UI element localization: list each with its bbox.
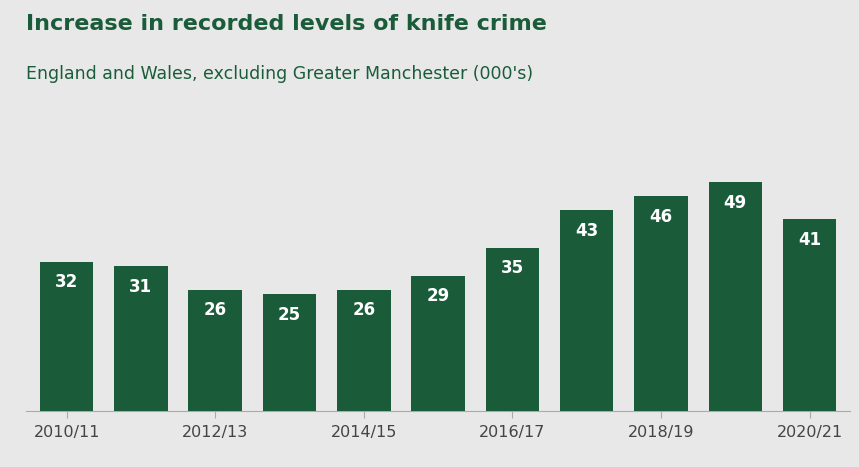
Text: 25: 25 bbox=[278, 306, 301, 324]
Bar bbox=[188, 290, 242, 411]
Text: 43: 43 bbox=[575, 222, 599, 240]
Text: 35: 35 bbox=[501, 259, 524, 277]
Text: 41: 41 bbox=[798, 231, 821, 249]
Bar bbox=[40, 262, 94, 411]
Bar bbox=[263, 294, 316, 411]
Bar bbox=[411, 276, 465, 411]
Text: 31: 31 bbox=[130, 278, 153, 296]
Text: 26: 26 bbox=[204, 301, 227, 319]
Text: England and Wales, excluding Greater Manchester (000's): England and Wales, excluding Greater Man… bbox=[26, 65, 533, 84]
Text: Increase in recorded levels of knife crime: Increase in recorded levels of knife cri… bbox=[26, 14, 546, 34]
Text: 32: 32 bbox=[55, 273, 78, 291]
Bar bbox=[337, 290, 391, 411]
Bar bbox=[485, 248, 539, 411]
Bar bbox=[783, 219, 837, 411]
Bar bbox=[114, 266, 168, 411]
Bar bbox=[634, 196, 688, 411]
Text: 29: 29 bbox=[426, 287, 450, 305]
Bar bbox=[560, 210, 613, 411]
Text: 49: 49 bbox=[723, 194, 746, 212]
Text: 46: 46 bbox=[649, 208, 673, 226]
Text: 26: 26 bbox=[352, 301, 375, 319]
Bar bbox=[709, 182, 762, 411]
